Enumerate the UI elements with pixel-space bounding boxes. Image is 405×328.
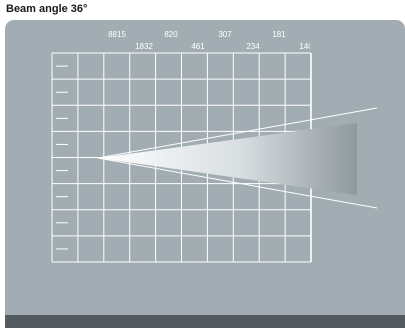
lux-value-top-4: 181 [272,30,286,39]
lux-value-top-1: 8815 [108,30,126,39]
lux-value-top-3: 307 [218,30,232,39]
beam-edge-lower [97,157,378,209]
beam-diagram [51,52,378,263]
light-cone [98,123,357,195]
distance-grid [51,52,312,263]
lux-value-bottom-3: 234 [246,42,260,51]
diagram-panel: 8815 820 307 181 1832 461 234 140 [5,20,405,328]
beam-edge-upper [97,107,378,159]
lux-value-bottom-2: 461 [191,42,205,51]
lux-value-top-2: 820 [164,30,178,39]
lux-value-bottom-1: 1832 [135,42,153,51]
lux-value-bottom-4: 140 [299,42,313,51]
beam-title: Beam angle 36° [6,3,88,15]
bottom-band [5,315,405,328]
